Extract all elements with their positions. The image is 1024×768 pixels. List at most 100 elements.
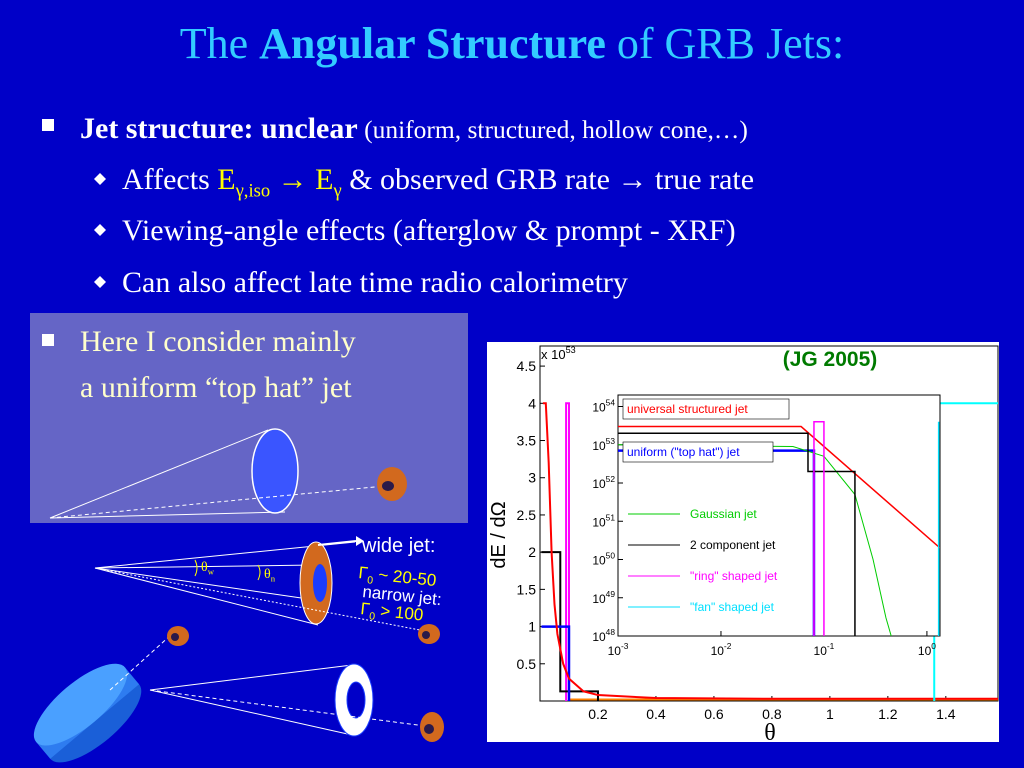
- tick-exp: 50: [606, 551, 616, 561]
- observer-eye: [420, 712, 444, 742]
- text-run: 0: [367, 574, 374, 587]
- text-run: θ: [264, 567, 271, 582]
- tick-label: 1052: [592, 474, 615, 491]
- text-run: n: [271, 574, 276, 584]
- tick-label: 1049: [592, 589, 615, 606]
- tick-exp: 52: [606, 474, 616, 484]
- legend-entry: Gaussian jet: [690, 507, 757, 521]
- y-tick-label: 1.5: [517, 581, 537, 597]
- legend-entry: uniform ("top hat") jet: [627, 445, 740, 459]
- figure: 0.2 0.4 0.6 0.8 1 1.2 1.40.511.522.533.544.5x …: [488, 345, 999, 746]
- inset-frame: [617, 394, 941, 637]
- tick-label: 1054: [592, 398, 615, 415]
- rich-text: Affects Eγ,iso → Eγ & observed GRB rate …: [122, 163, 754, 202]
- tick-exp: 0: [931, 641, 936, 651]
- tick-exp: 51: [606, 512, 616, 522]
- tick-label: 1053: [592, 436, 615, 453]
- tick-base: 10: [592, 439, 606, 453]
- box-text: a uniform “top hat” jet: [80, 371, 352, 404]
- y-tick-label: 3.5: [517, 433, 537, 449]
- rich-text: Viewing-angle effects (afterglow & promp…: [122, 214, 736, 247]
- text-run: γ,iso: [235, 181, 271, 202]
- tick-base: 10: [592, 554, 606, 568]
- rich-text: θw: [201, 560, 215, 577]
- x-tick-label: 0.8: [762, 706, 782, 722]
- y-tick-label: 1: [528, 619, 536, 635]
- diagram-label: wide jet:: [361, 535, 435, 557]
- tick-base: 10: [711, 644, 725, 658]
- x-tick-label: 0.6: [704, 706, 724, 722]
- data-line: [618, 425, 940, 549]
- text-run: θ: [201, 560, 208, 575]
- text-run: E: [315, 163, 333, 196]
- legend-box: [622, 398, 790, 420]
- legend-entry: "fan" shaped jet: [690, 600, 775, 614]
- text-run: w: [208, 567, 215, 577]
- tick-exp: -3: [621, 641, 629, 651]
- text-run: of GRB Jets:: [606, 19, 844, 68]
- tick-base: 10: [592, 592, 606, 606]
- jet-diagram: [33, 536, 426, 763]
- tick-exp: -2: [724, 641, 732, 651]
- y-tick-label: 4: [528, 395, 536, 411]
- x-tick-label: 1: [826, 706, 834, 722]
- y-tick-label: 2: [528, 544, 536, 560]
- tick-exp: 53: [566, 345, 576, 355]
- x-tick-label: 0.4: [646, 706, 666, 722]
- x-tick-label: 1.4: [936, 706, 956, 722]
- tick-label: 10-3: [608, 641, 629, 658]
- text-run: Affects: [122, 163, 217, 196]
- bullet-square: [42, 334, 54, 346]
- tick-label: 10-2: [711, 641, 732, 658]
- text-run: Viewing-angle effects (afterglow & promp…: [122, 214, 736, 247]
- rich-text: The Angular Structure of GRB Jets:: [180, 19, 844, 68]
- text-run: Can also affect late time radio calorime…: [122, 266, 628, 299]
- legend-entry: 2 component jet: [690, 538, 776, 552]
- x-tick-label: 0.2: [588, 706, 608, 722]
- legend-box: [622, 441, 774, 463]
- annotation: (JG 2005): [783, 348, 878, 371]
- legend-entry: "ring" shaped jet: [690, 569, 778, 583]
- text-run: Angular Structure: [259, 19, 606, 68]
- x-tick-label: 1.2: [878, 706, 898, 722]
- tick-base: x 10: [541, 347, 566, 362]
- tick-exp: 48: [606, 627, 616, 637]
- tick-label: 1050: [592, 551, 615, 568]
- tick-label: 10-1: [814, 641, 835, 658]
- tick-label: 1051: [592, 512, 615, 529]
- x-axis-label: θ: [764, 720, 776, 746]
- cone-diagram: [49, 428, 386, 519]
- tick-exp: 49: [606, 589, 616, 599]
- y-tick-label: 0.5: [517, 656, 537, 672]
- rich-text: Jet structure: unclear (uniform, structu…: [80, 112, 748, 145]
- text-run: The: [180, 19, 259, 68]
- tick-label: x 1053: [541, 345, 576, 362]
- bullet-diamond: [94, 276, 106, 288]
- bullet-square: [42, 119, 54, 131]
- bullet-diamond: [94, 224, 106, 236]
- tick-base: 10: [592, 515, 606, 529]
- y-tick-label: 3: [528, 470, 536, 486]
- tick-base: 10: [592, 630, 606, 644]
- text-run: Γ: [360, 599, 371, 619]
- data-line: [542, 402, 998, 700]
- y-tick-label: 4.5: [517, 358, 537, 374]
- tick-base: 10: [814, 644, 828, 658]
- text-run: γ: [332, 181, 341, 202]
- y-axis-label: dE / dΩ: [488, 501, 510, 568]
- rich-text: θn: [264, 567, 276, 584]
- rich-text: Γ0 > 100: [359, 599, 424, 628]
- legend-entry: universal structured jet: [627, 402, 748, 416]
- text-run: (uniform, structured, hollow cone,…): [358, 115, 748, 144]
- observer-eye: [418, 624, 440, 644]
- tick-exp: -1: [827, 641, 835, 651]
- tick-base: 10: [918, 644, 932, 658]
- y-tick-label: 2.5: [517, 507, 537, 523]
- tick-label: 1048: [592, 627, 615, 644]
- text-run: 0: [369, 610, 376, 623]
- text-run: Jet structure: unclear: [80, 112, 358, 145]
- tick-exp: 54: [606, 398, 616, 408]
- data-line: [565, 402, 570, 701]
- observer-eye: [377, 467, 407, 501]
